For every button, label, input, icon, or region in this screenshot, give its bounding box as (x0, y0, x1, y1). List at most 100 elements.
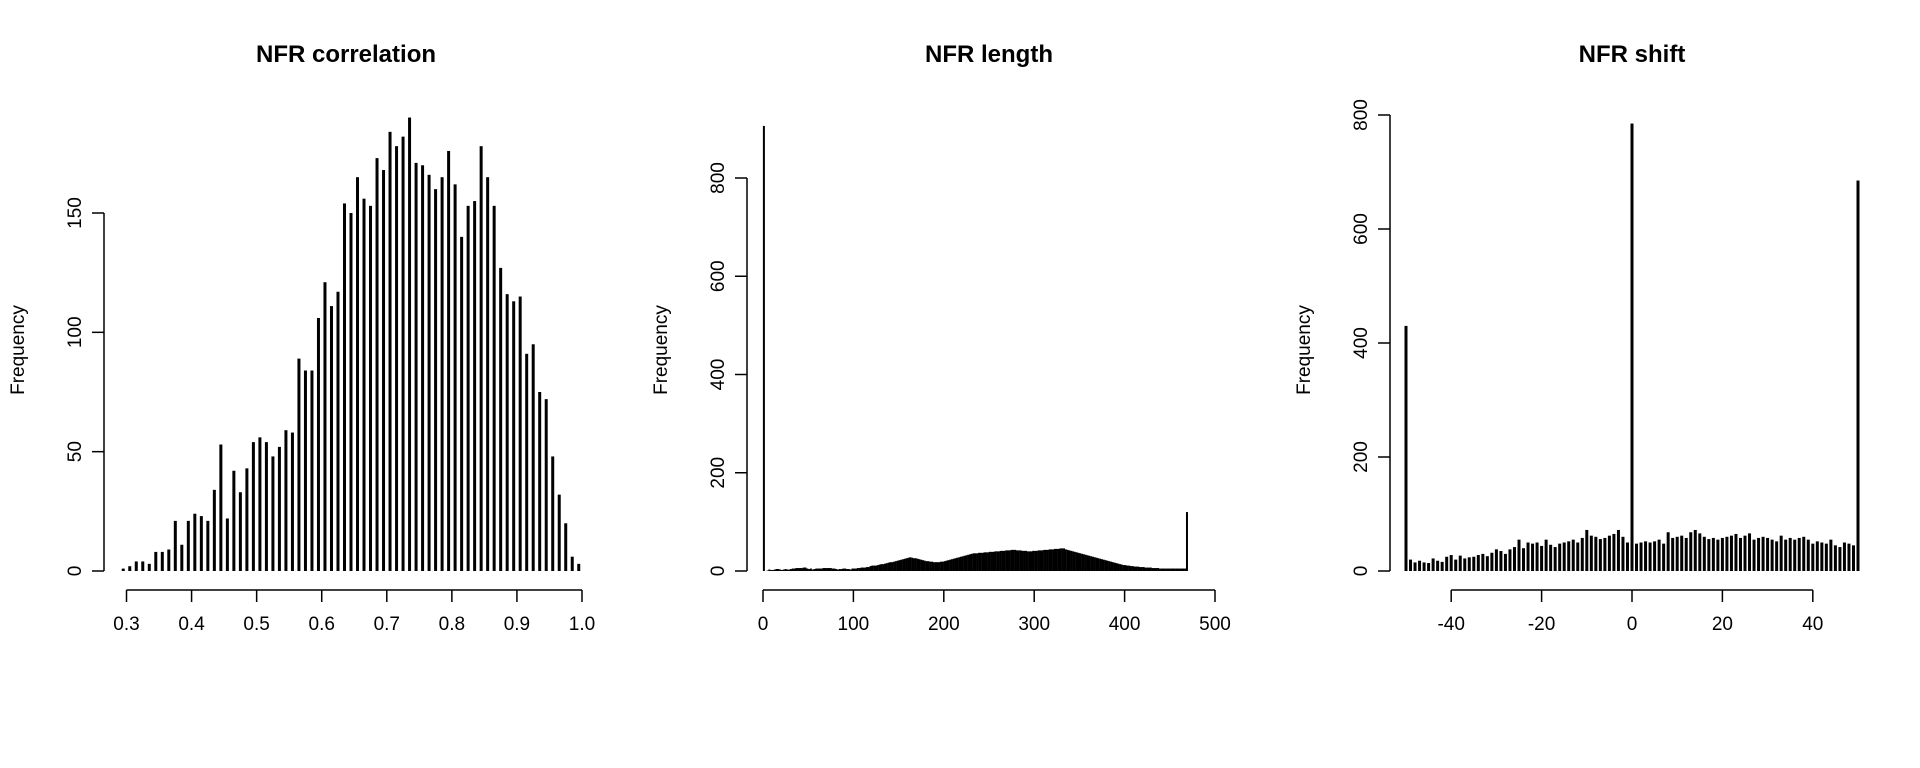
histogram-bar (1111, 562, 1114, 571)
histogram-bar (1162, 568, 1165, 571)
histogram-bar (831, 568, 834, 571)
x-tick-label: 0.4 (178, 614, 205, 635)
histogram-bar (1671, 537, 1675, 571)
histogram-bar (141, 561, 145, 571)
histogram-bar (775, 569, 778, 571)
histogram-bar (1535, 542, 1539, 571)
histogram-bar (199, 516, 203, 571)
histogram-bar (531, 344, 535, 571)
histogram-bar (1012, 549, 1015, 571)
histogram-bar (271, 456, 275, 571)
histogram-bar (1095, 557, 1098, 571)
histogram-bar (297, 358, 301, 571)
histogram-bar (173, 520, 177, 571)
histogram-bar (786, 569, 789, 571)
histogram-bar (997, 551, 1000, 571)
histogram-bar (1838, 547, 1842, 571)
histogram-bar (1142, 567, 1145, 571)
histogram-bar (929, 561, 932, 571)
histogram-bar (891, 562, 894, 571)
histogram-bar (947, 560, 950, 571)
histogram-bar (1030, 551, 1033, 571)
histogram-bar (564, 523, 568, 571)
histogram-bar (180, 544, 184, 571)
histogram-bar (878, 564, 881, 571)
histogram-bar (1761, 536, 1765, 571)
y-tick-label: 400 (1351, 327, 1372, 359)
histogram-bar (909, 557, 912, 571)
histogram-bar (401, 136, 405, 571)
histogram-bar (1621, 536, 1625, 571)
histogram-bar (838, 569, 841, 571)
histogram-bar (147, 563, 151, 571)
histogram-bar (1793, 539, 1797, 571)
histogram-bar (1048, 549, 1051, 571)
histogram-bar (440, 177, 444, 571)
histogram-bar (922, 560, 925, 571)
histogram-bar (1164, 568, 1167, 571)
histogram-bar (1113, 562, 1116, 571)
y-tick-label: 200 (708, 457, 729, 489)
histogram-bar (1571, 539, 1575, 571)
histogram-bar (570, 556, 574, 571)
histogram-bar (1625, 542, 1629, 571)
histogram-bar (1061, 548, 1064, 571)
histogram-bar (996, 551, 999, 571)
histogram-bar (1115, 563, 1118, 571)
histogram-bar (1129, 566, 1132, 571)
histogram-bar (245, 468, 249, 571)
histogram-bar (795, 568, 798, 571)
histogram-bar (525, 353, 529, 571)
histogram-bar (1653, 541, 1657, 571)
histogram-bar (1458, 555, 1462, 571)
histogram-bar (958, 557, 961, 571)
histogram-bar (889, 562, 892, 571)
histogram-bar (780, 570, 783, 571)
histogram-bar (1662, 543, 1666, 571)
histogram-bar (1068, 550, 1071, 571)
histogram-bar (1073, 551, 1076, 571)
histogram-bar (788, 569, 791, 571)
histogram-bar (206, 520, 210, 571)
histogram-bar (277, 446, 281, 571)
histogram-bar (840, 569, 843, 571)
histogram-bar (797, 568, 800, 571)
histogram-bar (1178, 568, 1181, 571)
histogram-bar (940, 561, 943, 571)
histogram-bar (851, 568, 854, 571)
histogram-bar (1549, 544, 1553, 571)
histogram-bar (1064, 549, 1067, 571)
histogram-bar (1748, 533, 1752, 571)
histogram-bar (1752, 539, 1756, 571)
y-axis: 0 200 400 600 800 (708, 162, 748, 576)
histogram-bar (829, 568, 832, 571)
histogram-bar (453, 184, 457, 572)
histogram-bar (1138, 567, 1141, 571)
histogram-bar (290, 432, 294, 571)
histogram-bar (949, 559, 952, 571)
histogram-bar (316, 318, 320, 571)
histogram-bar (395, 146, 399, 572)
histogram-bar (167, 549, 171, 571)
histogram-bar (473, 201, 477, 571)
histogram-bar (1589, 535, 1593, 571)
histogram-bar (1099, 558, 1102, 571)
y-axis-label: Frequency (1294, 305, 1315, 395)
histogram-bar (1171, 568, 1174, 571)
histogram-bar (1485, 556, 1489, 571)
histogram-bar (790, 569, 793, 571)
histogram-bar (486, 177, 490, 571)
histogram-bar (538, 392, 542, 571)
histogram-bar (1512, 547, 1516, 571)
histogram-bar (1097, 558, 1100, 571)
histogram-bar (884, 563, 887, 571)
histogram-bar (349, 213, 353, 571)
histogram-bar (974, 553, 977, 571)
x-tick-label: 0.6 (309, 614, 335, 635)
histogram-bar (251, 442, 255, 571)
x-tick-label: 0.9 (504, 614, 530, 635)
histogram-bar (1055, 548, 1058, 571)
histogram-bar (979, 552, 982, 571)
histogram-bar (1028, 551, 1031, 571)
histogram-bar (1829, 539, 1833, 571)
